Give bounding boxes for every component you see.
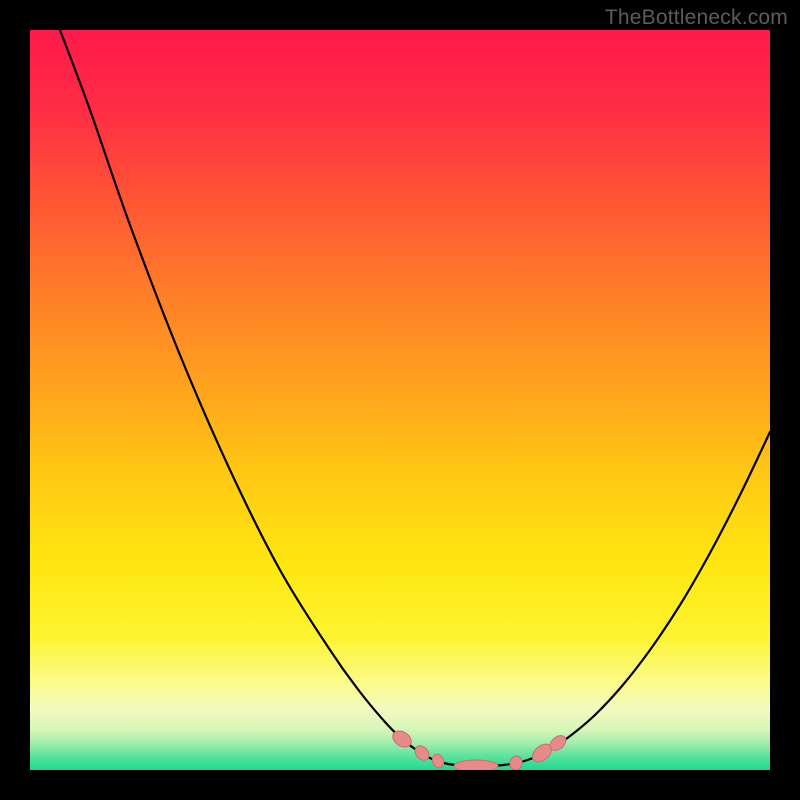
watermark-text: TheBottleneck.com: [605, 6, 788, 30]
chart-stage: TheBottleneck.com: [0, 0, 800, 800]
bottleneck-chart: [0, 0, 800, 800]
plot-background: [30, 30, 770, 770]
